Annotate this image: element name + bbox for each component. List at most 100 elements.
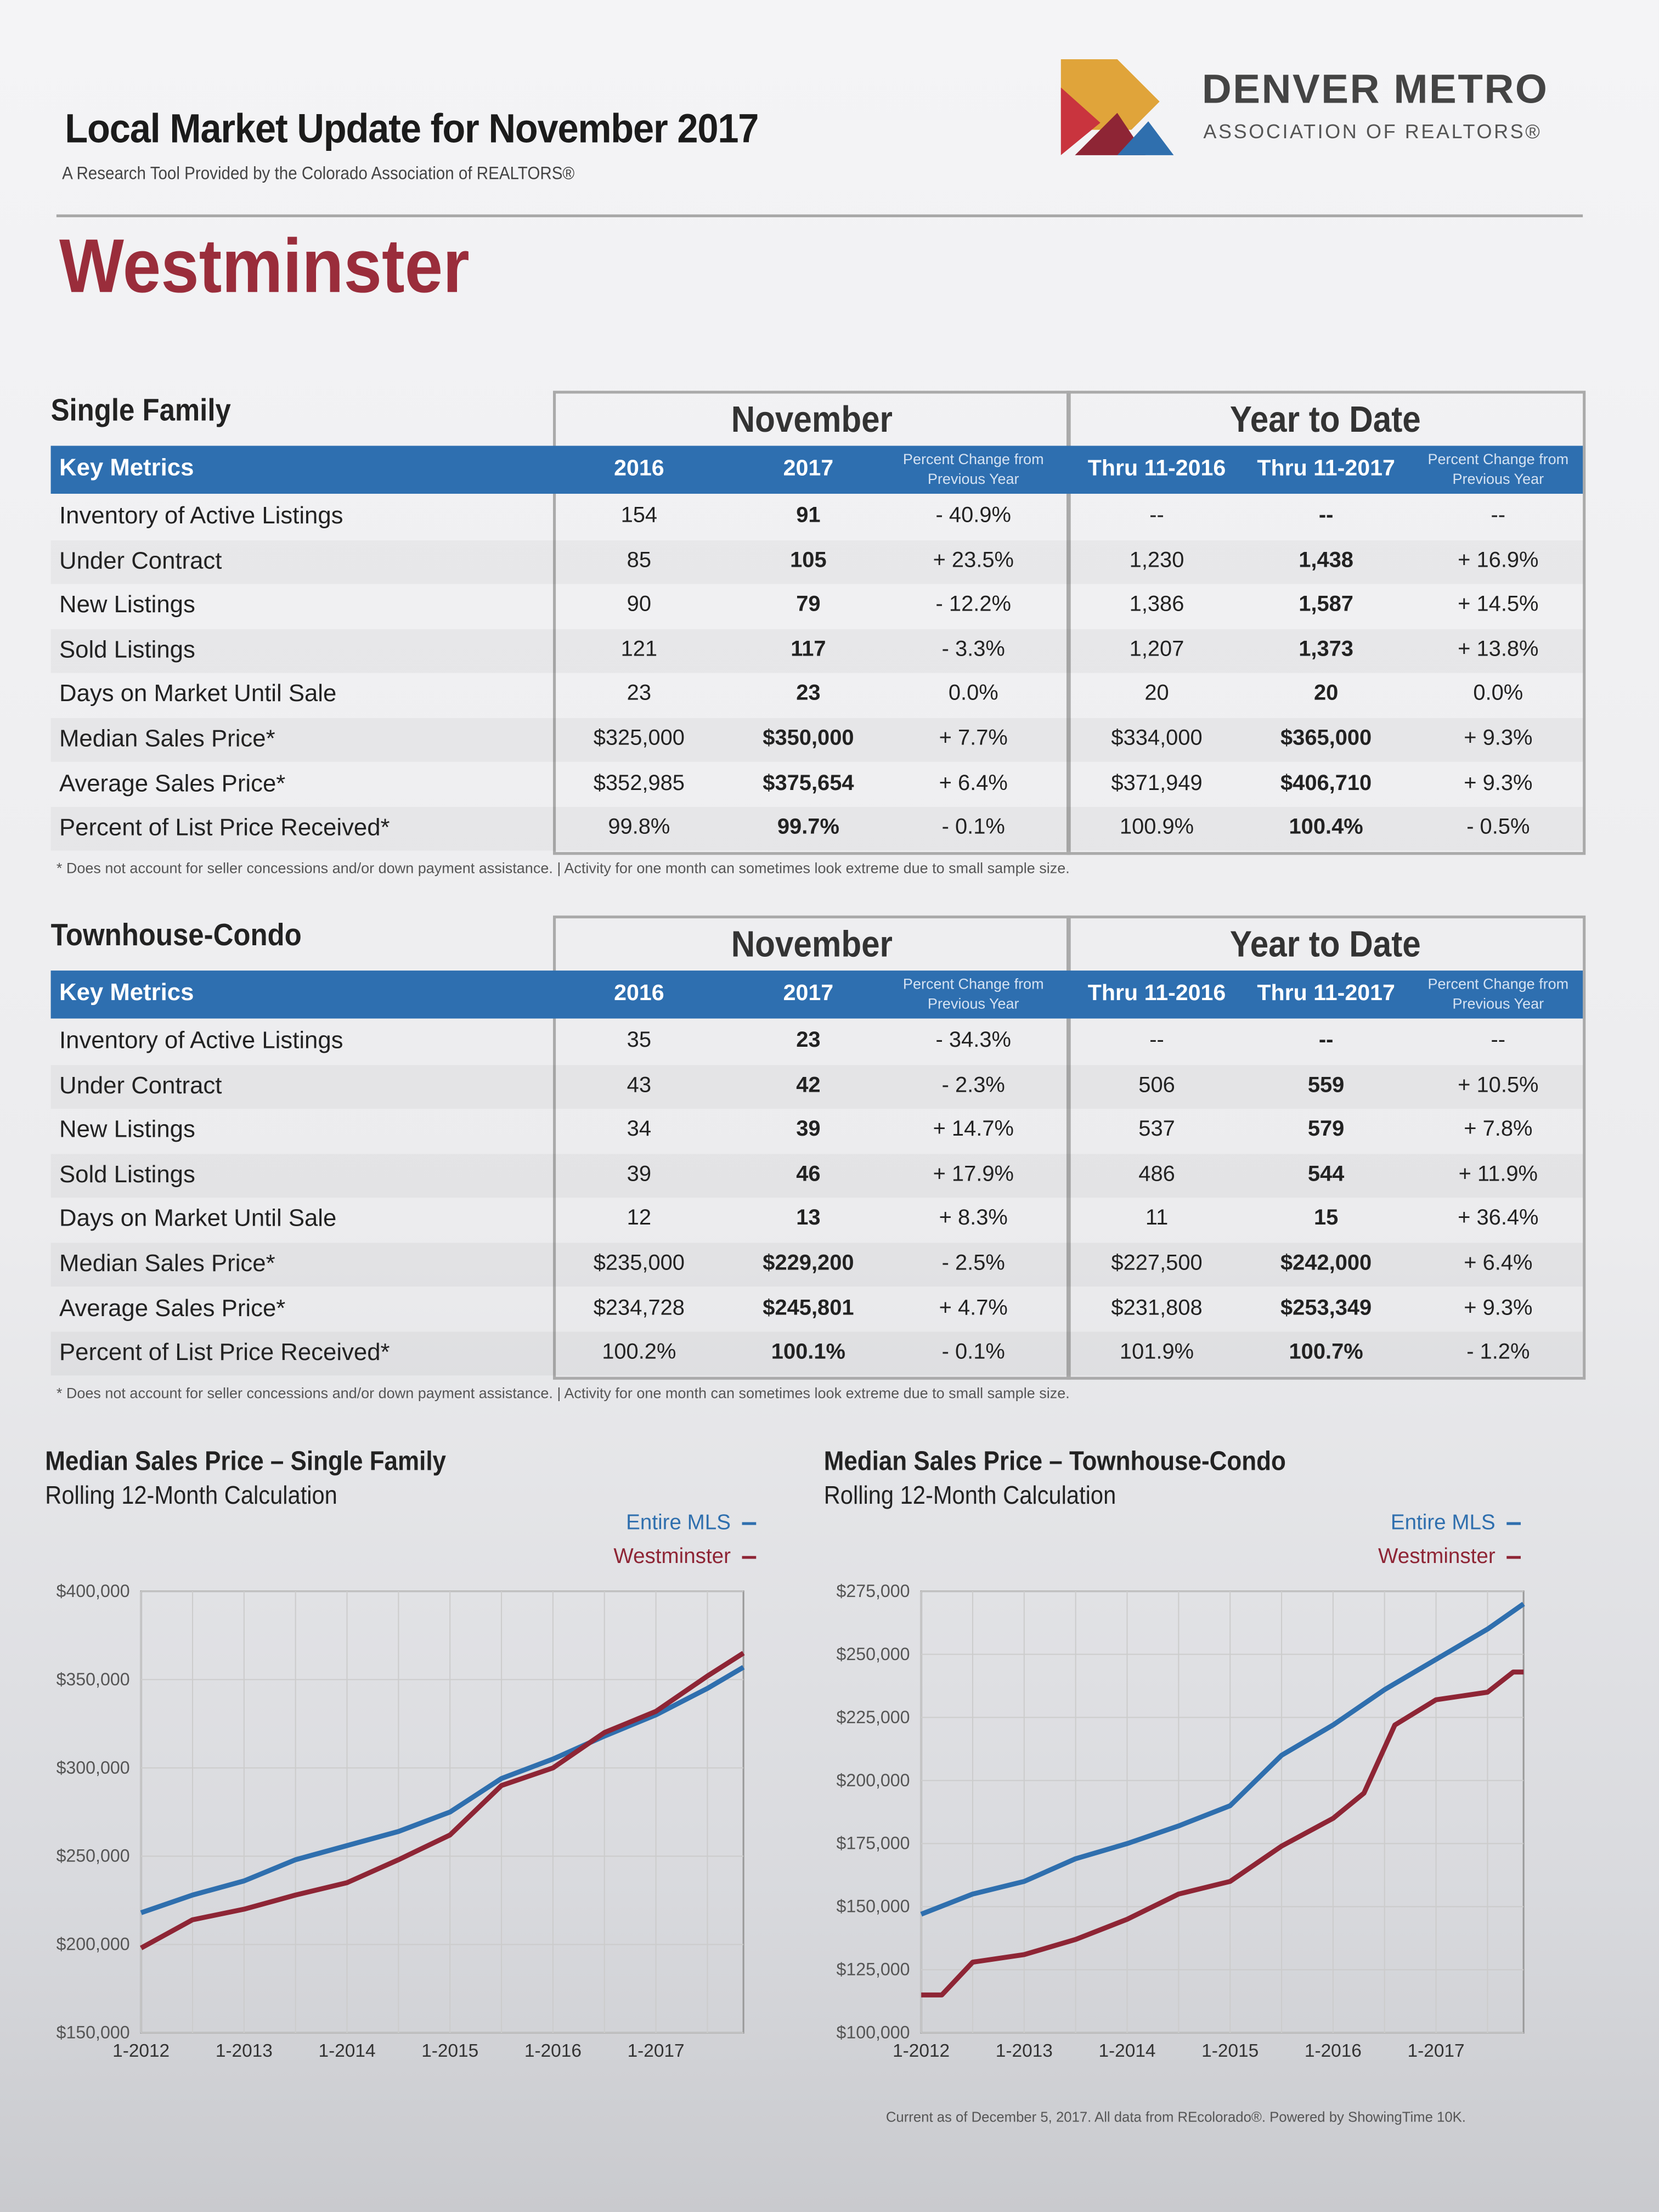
metric-value: 579 (1307, 1118, 1345, 1142)
footnote: * Does not account for seller concession… (56, 860, 1070, 878)
chart-subtitle: Rolling 12-Month Calculation (823, 1481, 1116, 1510)
metric-value: + 17.9% (933, 1162, 1014, 1187)
metric-value: 23 (796, 681, 821, 706)
metric-value: 105 (790, 548, 827, 572)
legend-swatch (742, 1556, 757, 1559)
column-header: Percent Change from Previous Year (1427, 451, 1569, 488)
metric-value: + 9.3% (1464, 771, 1533, 795)
metric-value: 100.2% (602, 1340, 676, 1365)
column-header: Percent Change from Previous Year (902, 976, 1044, 1013)
chart-subtitle: Rolling 12-Month Calculation (45, 1481, 337, 1510)
column-header: Thru 11-2017 (1257, 457, 1395, 481)
header-bar: Key Metrics 2016 2017 Percent Change from P… (50, 445, 1583, 494)
x-tick-label: 1-2013 (996, 2041, 1053, 2061)
metric-value: - 3.3% (941, 637, 1005, 662)
metric-value: 1,438 (1299, 548, 1353, 572)
table-row: Median Sales Price* $325,000 $350,000 + 7.7… (51, 718, 1583, 762)
legend-swatch (1506, 1556, 1521, 1559)
metric-value: 39 (796, 1118, 821, 1142)
legend-label: Entire MLS (1390, 1510, 1496, 1535)
metric-value: - 12.2% (935, 592, 1011, 617)
metric-value: $235,000 (593, 1251, 685, 1276)
single-family-chart: Median Sales Price – Single Family Rollin… (42, 1447, 776, 2082)
y-tick-label: $175,000 (837, 1833, 910, 1853)
metric-label: Percent of List Price Received* (59, 1339, 390, 1366)
metric-value: $242,000 (1280, 1251, 1372, 1276)
metric-value: 34 (627, 1118, 652, 1142)
metric-value: $406,710 (1280, 771, 1372, 795)
y-tick-label: $250,000 (57, 1846, 130, 1866)
y-tick-label: $300,000 (57, 1758, 130, 1778)
column-header: Thru 11-2016 (1087, 457, 1226, 481)
metric-value: -- (1149, 1028, 1164, 1053)
column-header: 2016 (614, 457, 664, 481)
metric-value: + 7.7% (939, 726, 1008, 751)
table-row: Days on Market Until Sale 23 23 0.0% 20 20 0.0… (51, 674, 1583, 718)
metric-value: $334,000 (1111, 726, 1203, 751)
y-tick-label: $275,000 (837, 1581, 910, 1601)
metric-value: - 2.5% (941, 1251, 1005, 1276)
metric-label: Inventory of Active Listings (59, 502, 343, 529)
metric-value: -- (1491, 1028, 1506, 1053)
metric-value: 486 (1138, 1162, 1175, 1187)
header-key-metrics: Key Metrics (59, 979, 194, 1006)
metric-value: 559 (1307, 1073, 1345, 1097)
metric-value: 46 (796, 1162, 821, 1187)
section-title: Townhouse-Condo (50, 917, 302, 952)
metric-label: Percent of List Price Received* (59, 814, 390, 842)
footer-note: Current as of December 5, 2017. All data… (885, 2110, 1466, 2126)
metric-label: Inventory of Active Listings (59, 1026, 343, 1054)
group-header-ytd: Year to Date (1229, 922, 1421, 965)
metric-value: $375,654 (763, 771, 854, 795)
metric-value: 20 (1144, 681, 1169, 706)
metric-value: + 14.5% (1458, 592, 1539, 617)
report-title: Local Market Update for November 2017 (65, 107, 759, 153)
metric-value: 13 (796, 1206, 821, 1231)
metric-value: - 2.3% (941, 1073, 1005, 1097)
metric-value: 23 (627, 681, 652, 706)
metric-value: + 4.7% (939, 1296, 1008, 1320)
table-row: Days on Market Until Sale 12 13 + 8.3% 11 15 +… (51, 1198, 1583, 1242)
metric-value: 100.9% (1119, 815, 1194, 840)
metric-value: + 6.4% (1464, 1251, 1533, 1276)
x-tick-label: 1-2013 (216, 2041, 273, 2061)
x-tick-label: 1-2016 (1305, 2041, 1362, 2061)
metric-value: 20 (1313, 681, 1339, 706)
metric-value: $325,000 (593, 726, 685, 751)
legend-label: Westminster (613, 1544, 731, 1569)
metric-value: $253,349 (1280, 1296, 1372, 1320)
metric-value: - 0.1% (941, 1340, 1005, 1365)
column-header: Percent Change from Previous Year (902, 451, 1044, 488)
metric-label: Median Sales Price* (59, 725, 275, 752)
metric-value: 100.4% (1289, 815, 1363, 840)
x-tick-label: 1-2017 (1408, 2041, 1465, 2061)
metric-value: 79 (796, 592, 821, 617)
group-header-ytd: Year to Date (1229, 398, 1421, 441)
legend-label: Entire MLS (626, 1510, 731, 1535)
metric-value: 42 (796, 1073, 821, 1097)
table-row: Under Contract 43 42 - 2.3% 506 559 + 10.5% (51, 1064, 1583, 1108)
metric-value: 99.8% (608, 815, 670, 840)
metric-label: New Listings (59, 1116, 195, 1143)
table-row: Sold Listings 121 117 - 3.3% 1,207 1,373 + 13.… (51, 629, 1583, 673)
metric-value: 537 (1138, 1118, 1175, 1142)
metric-value: 99.7% (777, 815, 839, 840)
metric-value: 154 (620, 503, 658, 528)
metric-value: 12 (627, 1206, 652, 1231)
y-tick-label: $150,000 (837, 1897, 910, 1916)
column-header: Thru 11-2016 (1087, 981, 1226, 1006)
metric-label: Under Contract (59, 1071, 222, 1099)
table-row: Inventory of Active Listings 154 91 - 40.9%… (51, 495, 1583, 539)
report-subtitle: A Research Tool Provided by the Colorado… (62, 163, 575, 184)
metric-value: + 16.9% (1458, 548, 1539, 572)
metric-value: + 13.8% (1458, 637, 1539, 662)
column-header: Thru 11-2017 (1257, 981, 1395, 1006)
metric-value: $227,500 (1111, 1251, 1203, 1276)
metric-value: -- (1318, 1028, 1334, 1053)
single-family-table: Single Family November Year to Date Key Met… (50, 391, 1586, 877)
metric-label: Average Sales Price* (59, 1294, 286, 1322)
metric-value: $365,000 (1280, 726, 1372, 751)
metric-value: + 7.8% (1464, 1118, 1533, 1142)
table-frame (1066, 391, 1586, 855)
